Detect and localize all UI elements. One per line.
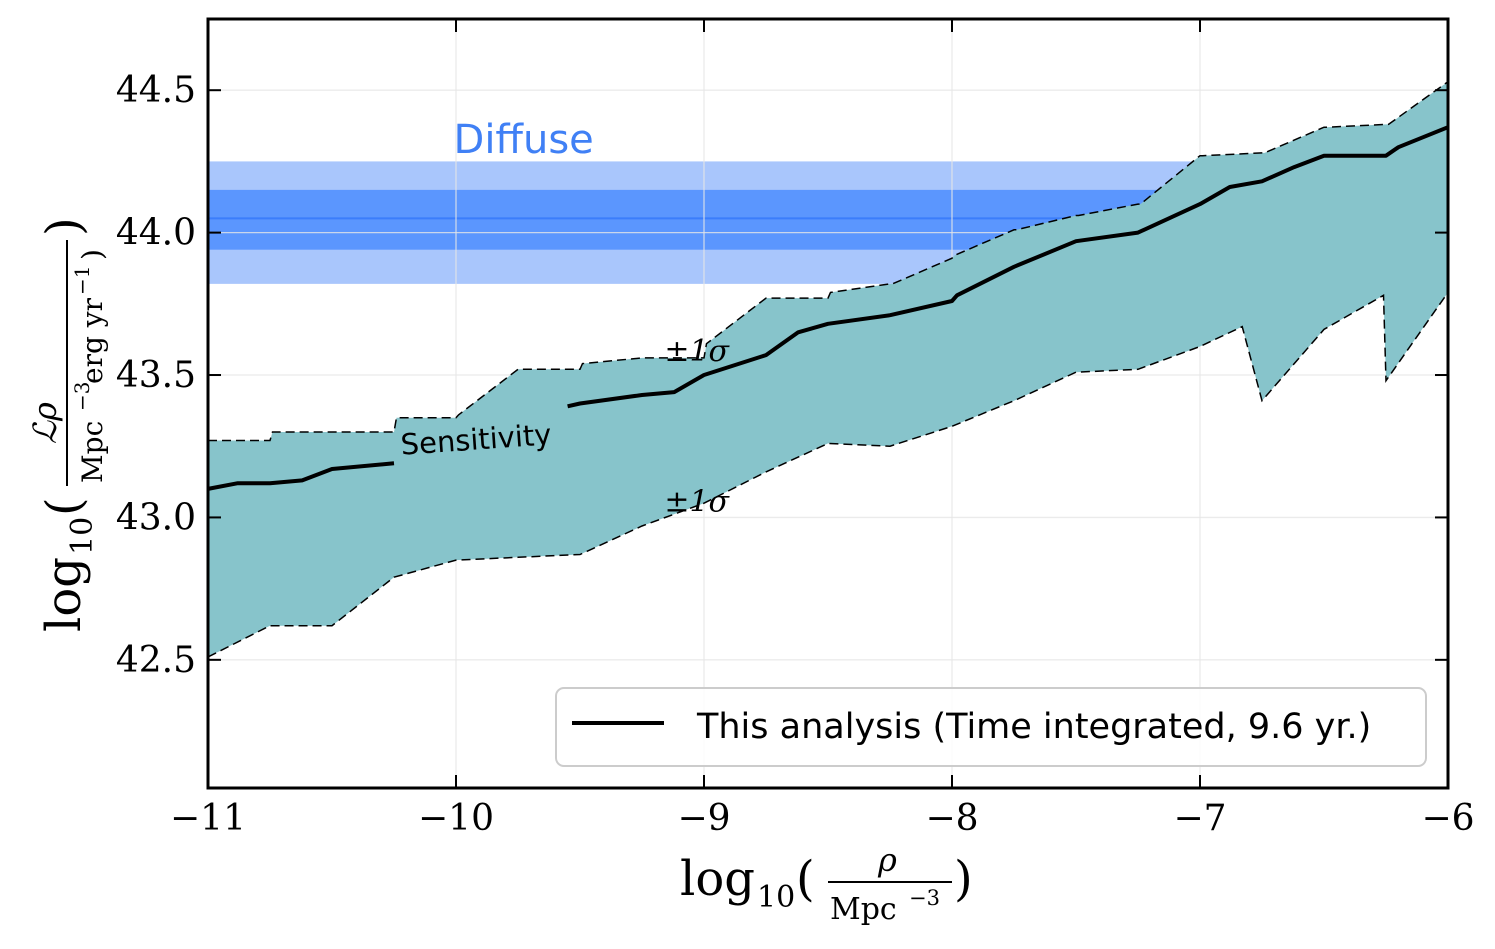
svg-text:): ) [954, 851, 973, 907]
x-tick-label: −10 [418, 798, 494, 839]
y-axis-title: log 10 ( ℒρ Mpc −3 erg yr −1 ) ) [26, 217, 109, 632]
sigma-upper-edge [208, 81, 1448, 442]
x-tick-label: −9 [677, 798, 730, 839]
x-tick-label: −8 [925, 798, 978, 839]
x-tick-label: −6 [1421, 798, 1474, 839]
tick-labels: −11 −10 −9 −8 −7 −6 42.5 43.0 43.5 44.0 44.5 [116, 70, 1475, 839]
y-tick-label: 42.5 [116, 640, 196, 681]
svg-text:10: 10 [757, 880, 795, 915]
x-tick-label: −11 [170, 798, 246, 839]
x-tick-label: −7 [1173, 798, 1226, 839]
analysis-line-segment [207, 461, 395, 491]
sigma-band [208, 81, 1448, 658]
y-tick-label: 44.0 [116, 213, 196, 254]
svg-text:): ) [76, 249, 109, 260]
legend-label: This analysis (Time integrated, 9.6 yr.) [696, 707, 1371, 747]
svg-text:−1: −1 [70, 266, 94, 295]
svg-text:): ) [36, 217, 92, 236]
sigma-lower-edge [208, 291, 1448, 658]
sigma-lower-label: ±1σ [664, 485, 730, 520]
x-axis-title: log 10 ( ρ Mpc −3 ) [680, 841, 973, 927]
y-tick-label: 44.5 [116, 70, 196, 111]
svg-text:Mpc: Mpc [830, 892, 897, 927]
svg-text:log: log [36, 557, 92, 632]
svg-text:log: log [680, 851, 755, 907]
analysis-line [207, 125, 1449, 491]
svg-text:erg yr: erg yr [76, 297, 109, 384]
sigma-band-fill [208, 81, 1448, 657]
plot-frame [206, 17, 1450, 790]
svg-text:(: ( [36, 497, 92, 516]
svg-text:ρ: ρ [877, 841, 897, 879]
svg-text:ℒρ: ℒρ [26, 402, 64, 444]
y-tick-label: 43.0 [116, 497, 196, 538]
sigma-upper-label: ±1σ [664, 334, 730, 369]
y-tick-label: 43.5 [116, 355, 196, 396]
svg-text:10: 10 [65, 517, 100, 555]
svg-text:(: ( [796, 851, 815, 907]
svg-text:Mpc: Mpc [76, 421, 109, 483]
svg-text:−3: −3 [909, 886, 940, 910]
legend: This analysis (Time integrated, 9.6 yr.) [555, 687, 1427, 767]
diffuse-label: Diffuse [454, 117, 594, 163]
analysis-line-segment [567, 125, 1449, 409]
svg-text:−3: −3 [70, 382, 94, 411]
